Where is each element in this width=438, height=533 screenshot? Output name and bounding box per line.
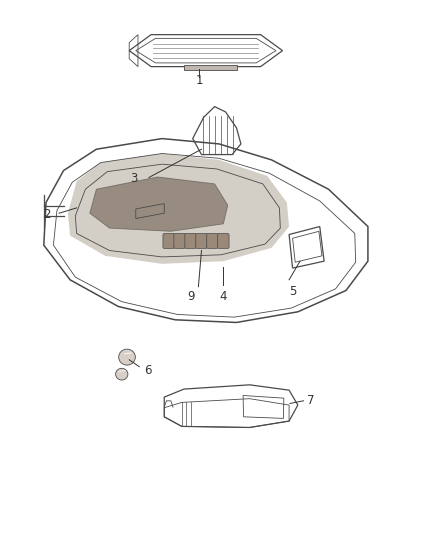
FancyBboxPatch shape	[185, 233, 196, 248]
FancyBboxPatch shape	[218, 233, 229, 248]
FancyBboxPatch shape	[196, 233, 207, 248]
Text: 6: 6	[145, 364, 152, 377]
FancyBboxPatch shape	[163, 233, 174, 248]
Ellipse shape	[116, 368, 128, 380]
Text: 2: 2	[43, 208, 50, 221]
Text: 1: 1	[195, 74, 203, 86]
Polygon shape	[90, 177, 228, 231]
Polygon shape	[68, 154, 289, 264]
FancyBboxPatch shape	[174, 233, 185, 248]
Text: 3: 3	[131, 172, 138, 185]
Text: 5: 5	[289, 285, 297, 297]
Text: 4: 4	[219, 290, 227, 303]
Polygon shape	[184, 65, 237, 70]
Text: 9: 9	[187, 290, 195, 303]
Ellipse shape	[119, 349, 135, 365]
FancyBboxPatch shape	[207, 233, 218, 248]
Text: 7: 7	[307, 394, 314, 407]
